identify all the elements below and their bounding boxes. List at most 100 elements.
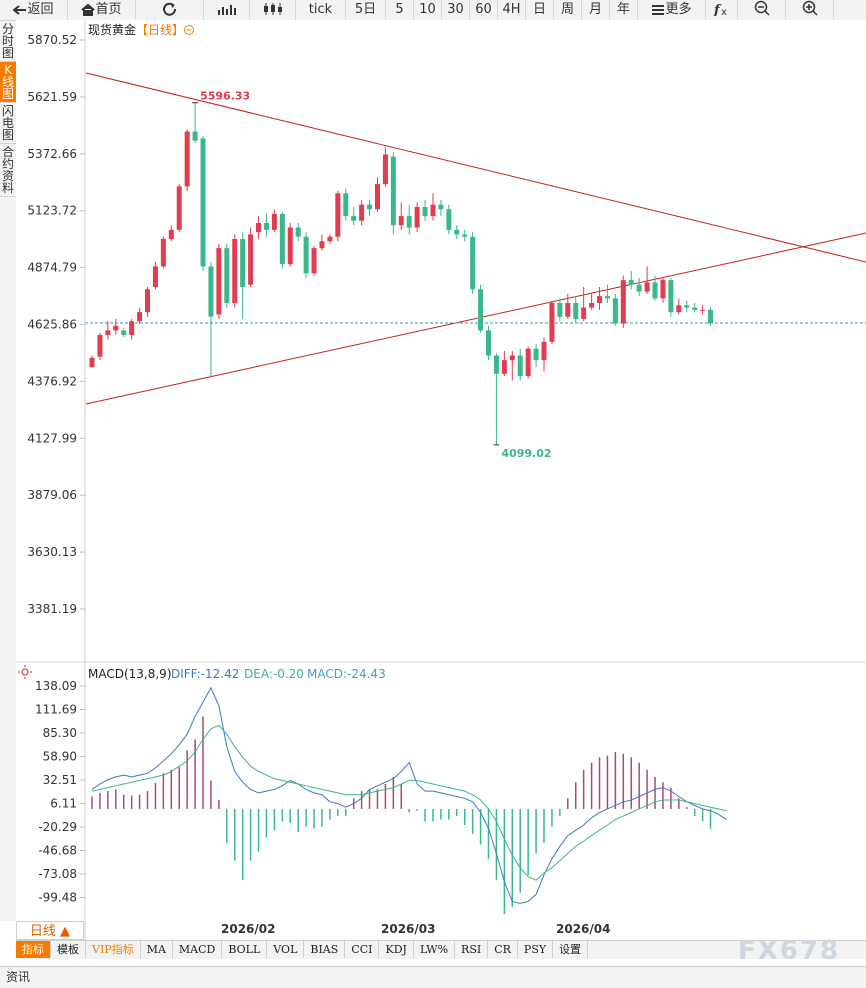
toolbar-item-返回[interactable]: 返回 <box>0 0 68 20</box>
candle-body <box>454 229 460 235</box>
candle-body <box>152 266 158 287</box>
price-tick-label: 4376.92 <box>27 374 77 388</box>
candle-body <box>414 206 420 228</box>
date-label-feb: 2026/02 <box>221 922 275 936</box>
indicator-tab-设置[interactable]: 设置 <box>553 941 589 958</box>
macd-dea-line <box>91 724 727 881</box>
toolbar-item-label: 日 <box>532 2 546 17</box>
candle-body <box>271 213 277 230</box>
price-tick-label: 5621.59 <box>27 90 77 104</box>
zoom-out-icon <box>754 0 770 17</box>
candle-body <box>263 222 269 230</box>
candle-body <box>660 280 666 299</box>
toolbar-item-年[interactable]: 年 <box>610 0 638 20</box>
toolbar-item-更多[interactable]: 更多 <box>638 0 706 20</box>
toolbar-item-5[interactable]: 5 <box>386 0 414 20</box>
watermark-logo: FX678 <box>738 936 841 966</box>
indicator-tab-rsi[interactable]: RSI <box>455 941 489 958</box>
candle-body <box>438 204 444 210</box>
indicator-tab-cci[interactable]: CCI <box>345 941 380 958</box>
toolbar-item-line-chart[interactable] <box>204 0 250 20</box>
candle-body <box>137 312 143 322</box>
macd-tick-label: 58.90 <box>43 750 77 764</box>
candle-body <box>406 216 412 228</box>
add-circle-icon[interactable] <box>184 25 194 35</box>
candle-body <box>335 193 341 237</box>
toolbar-item-周[interactable]: 周 <box>554 0 582 20</box>
macd-tick-label: -46.68 <box>38 844 77 858</box>
price-tick-label: 4625.86 <box>27 318 77 332</box>
candle-body <box>628 280 634 285</box>
candle-body <box>486 330 491 356</box>
indicator-tab-lwpct[interactable]: LW% <box>414 941 456 958</box>
candle-body <box>390 156 396 226</box>
candle-body <box>612 298 618 324</box>
toolbar-item-zoom-out[interactable] <box>738 0 786 20</box>
price-axis: 5870.52 5621.59 5372.66 5123.72 4874.79 4625.… <box>27 33 85 616</box>
toolbar-item-4H[interactable]: 4H <box>498 0 526 20</box>
indicator-tab-ma[interactable]: MA <box>141 941 173 958</box>
side-tab-2[interactable]: 闪电图 <box>0 104 16 144</box>
toolbar-item-首页[interactable]: 首页 <box>68 0 136 20</box>
toolbar-item-label: 60 <box>475 2 492 17</box>
toolbar-item-label: tick <box>308 2 333 17</box>
toolbar-item-10[interactable]: 10 <box>414 0 442 20</box>
macd-settings-icon[interactable] <box>18 665 32 679</box>
macd-axis: 138.09 111.69 85.30 58.90 32.51 6.11 -20.29 -46… <box>35 679 85 905</box>
indicator-tab-指标[interactable]: 指标 <box>16 941 51 958</box>
candle-body <box>446 209 452 230</box>
candle-body <box>589 302 595 308</box>
news-tab[interactable]: 资讯 <box>6 970 31 984</box>
toolbar-item-zoom-in[interactable] <box>786 0 834 20</box>
trendlines <box>85 72 866 405</box>
toolbar-item-label: 10 <box>419 2 436 17</box>
chart-period[interactable]: 【日线】 <box>136 23 184 37</box>
indicator-tab-vip指标[interactable]: VIP指标 <box>86 941 141 958</box>
indicator-tab-cr[interactable]: CR <box>488 941 518 958</box>
toolbar-item-tick[interactable]: tick <box>296 0 346 20</box>
period-toggle-button[interactable]: 日线 ▲ <box>16 921 84 940</box>
candle-body <box>295 227 301 237</box>
kline-chart[interactable]: 5870.52 5621.59 5372.66 5123.72 4874.79 4625.… <box>16 20 866 940</box>
indicator-tab-模板[interactable]: 模板 <box>51 941 86 958</box>
indicator-tab-macd[interactable]: MACD <box>173 941 223 958</box>
toolbar-item-5日[interactable]: 5日 <box>346 0 386 20</box>
low-price-label: 4099.02 <box>501 447 551 460</box>
toolbar-item-日[interactable]: 日 <box>526 0 554 20</box>
candle-body <box>525 348 531 377</box>
indicator-tab-psy[interactable]: PSY <box>518 941 554 958</box>
candle-body <box>422 206 428 217</box>
indicator-tab-bias[interactable]: BIAS <box>304 941 346 958</box>
date-label-apr: 2026/04 <box>556 922 610 936</box>
price-tick-label: 5123.72 <box>27 204 77 218</box>
candle-body <box>216 248 222 315</box>
indicator-tab-boll[interactable]: BOLL <box>222 941 268 958</box>
macd-tick-label: -20.29 <box>38 820 77 834</box>
date-label-mar: 2026/03 <box>381 922 435 936</box>
indicator-tab-vol[interactable]: VOL <box>267 941 305 958</box>
toolbar-item-月[interactable]: 月 <box>582 0 610 20</box>
toolbar-item-candlestick[interactable] <box>250 0 296 20</box>
candle-body <box>620 280 626 324</box>
macd-macd-value: MACD:-24.43 <box>307 667 386 681</box>
macd-label: MACD(13,8,9) <box>88 667 172 681</box>
toolbar-item-label: 年 <box>616 2 630 17</box>
toolbar-item-refresh[interactable] <box>136 0 204 20</box>
candle-body <box>97 334 103 357</box>
macd-diff-line <box>91 686 727 904</box>
candle-body <box>256 222 262 233</box>
side-tab-0[interactable]: 分时图 <box>0 22 16 62</box>
candle-body <box>708 309 714 324</box>
toolbar-item-30[interactable]: 30 <box>442 0 470 20</box>
candle-body <box>145 289 151 313</box>
side-tab-3[interactable]: 合约资料 <box>0 145 16 197</box>
candle-body <box>684 305 690 308</box>
toolbar-item-60[interactable]: 60 <box>470 0 498 20</box>
price-tick-label: 3630.13 <box>27 545 77 559</box>
price-tick-label: 4874.79 <box>27 261 77 275</box>
line-chart-icon <box>217 2 236 17</box>
indicator-tab-kdj[interactable]: KDJ <box>379 941 414 958</box>
candle-body <box>287 227 293 265</box>
